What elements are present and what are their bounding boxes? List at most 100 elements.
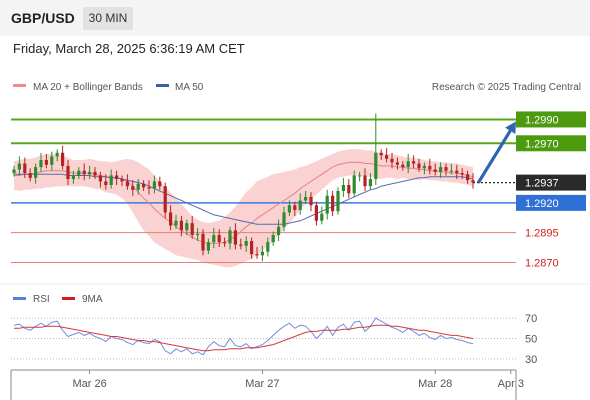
candle-body (196, 233, 200, 236)
candle-body (120, 179, 124, 182)
candle (93, 167, 97, 180)
candle (142, 180, 146, 191)
candle (131, 180, 135, 196)
candle (55, 149, 59, 162)
forecast-arrow-group (477, 121, 516, 184)
candle-body (347, 185, 351, 194)
candle-body (368, 179, 372, 187)
candle (233, 223, 237, 250)
level-labels: 1.2990 1.2970 1.2937 1.2920 1.2895 1.2870 (516, 111, 586, 269)
timeframe-button[interactable]: 30 MIN (83, 7, 133, 30)
candle (406, 154, 410, 174)
candle (158, 176, 162, 190)
candle (325, 189, 329, 220)
current-level-tag (516, 174, 586, 191)
candle-body (66, 165, 70, 180)
candle-body (34, 167, 38, 178)
candle-body (206, 242, 210, 251)
candle-body (433, 169, 437, 172)
candle-body (422, 165, 426, 169)
ma20-legend-swatch (13, 84, 26, 87)
candle (152, 175, 156, 194)
candle-body (395, 162, 399, 165)
candle-body (88, 171, 92, 175)
candle (239, 238, 243, 250)
candle-body (417, 163, 421, 169)
candle-body (142, 183, 146, 188)
candle-body (320, 213, 324, 221)
rsi-line (13, 317, 474, 356)
candle (88, 165, 92, 180)
x-axis: Mar 26 Mar 27 Mar 28 Apr 3 (10, 369, 524, 400)
candle (228, 226, 232, 250)
candle (250, 237, 254, 259)
candle-body (260, 251, 264, 256)
candle (44, 154, 48, 169)
candle (401, 161, 405, 171)
candle-body (179, 220, 183, 231)
candle-body (331, 195, 335, 212)
symbol-title: GBP/USD (11, 10, 75, 26)
x-tick-label: Mar 26 (72, 378, 106, 390)
candle (17, 156, 21, 176)
bollinger-band-area (14, 149, 473, 268)
candle-body (266, 242, 270, 252)
candle (66, 159, 70, 185)
candle-body (244, 241, 248, 246)
rsi-legend-label: RSI (33, 294, 50, 305)
candle (358, 171, 362, 182)
candle (120, 175, 124, 187)
candle (277, 219, 281, 242)
candle (363, 168, 367, 191)
candle-body (61, 152, 65, 166)
candle-body (282, 212, 286, 227)
candle-body (98, 175, 102, 182)
rsi-legend-swatch (13, 297, 26, 300)
candle (169, 205, 173, 231)
candle-body (228, 230, 232, 244)
candle (449, 163, 453, 175)
candle (77, 167, 81, 180)
candle-body (115, 175, 119, 180)
candle (368, 173, 372, 190)
candle-body (217, 235, 221, 243)
candle-body (39, 159, 43, 168)
candle (428, 158, 432, 175)
candle-body (466, 174, 470, 181)
candle-body (374, 152, 378, 180)
candle-body (152, 181, 156, 189)
candle (298, 193, 302, 215)
support-level-tag (516, 194, 586, 211)
candle (271, 231, 275, 246)
candle-body (131, 186, 135, 190)
candle (266, 237, 270, 257)
candle (390, 152, 394, 169)
candle (385, 148, 389, 163)
x-tick-label: Mar 28 (418, 378, 452, 390)
candle-body (109, 175, 113, 185)
candle (50, 151, 54, 171)
candle (82, 163, 86, 181)
rsi-ma-legend-label: 9MA (82, 294, 103, 305)
candle-body (104, 181, 108, 185)
candle (455, 164, 459, 180)
candle-body (314, 205, 318, 221)
candle (179, 215, 183, 237)
candle-body (17, 163, 21, 170)
bollinger-band (14, 149, 473, 268)
candle (347, 179, 351, 199)
rsi-tick-label: 30 (525, 354, 537, 366)
candle-body (287, 205, 291, 213)
candle (412, 155, 416, 169)
candle (293, 201, 297, 216)
candle-body (336, 190, 340, 212)
candle (341, 177, 345, 197)
candle-body (250, 241, 254, 255)
candle (422, 162, 426, 175)
candle-body (271, 235, 275, 243)
candle-body (358, 175, 362, 177)
candle-body (439, 167, 443, 172)
candle-body (136, 183, 140, 190)
